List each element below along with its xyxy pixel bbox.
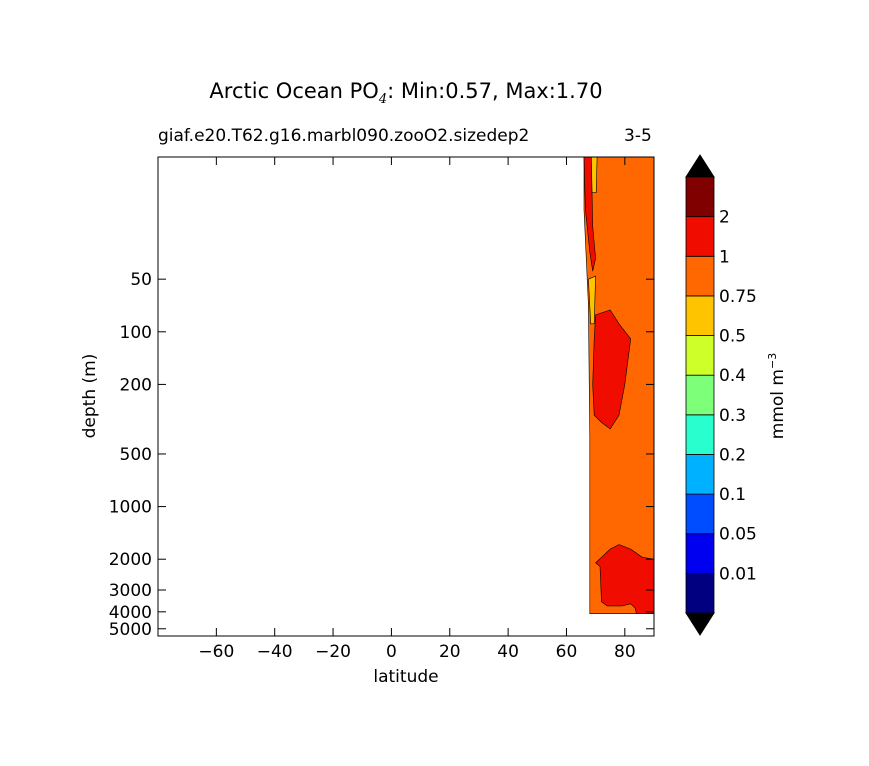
x-tick-label: −60	[198, 642, 234, 662]
colorbar-tick-label: 0.05	[719, 525, 757, 545]
title-prefix: Arctic Ocean PO	[209, 79, 379, 103]
x-tick-label: 60	[556, 642, 578, 662]
colorbar-tick-label: 1	[719, 247, 730, 267]
colorbar-tick-label: 0.4	[719, 366, 746, 386]
colorbar-tick-label: 0.75	[719, 287, 757, 307]
colorbar-label-text: mmol m	[768, 369, 788, 439]
subtitle-left: giaf.e20.T62.g16.marbl090.zooO2.sizedep2	[158, 126, 530, 146]
colorbar-tick-label: 0.3	[719, 406, 746, 426]
title-subscript: 4	[378, 92, 388, 108]
colorbar: 0.01 0.05 0.1 0.2 0.3 0.4 0.5 0.75 1 2	[685, 154, 757, 636]
colorbar-swatch	[685, 533, 715, 574]
x-axis-ticks: −60 −40 −20 0 20 40 60 80	[198, 157, 636, 662]
x-tick-label: 0	[386, 642, 397, 662]
subtitle-right: 3-5	[624, 126, 652, 146]
y-tick-label: 100	[120, 323, 152, 343]
y-tick-label: 200	[120, 375, 152, 395]
contour-region-red-1-2-deep	[595, 544, 654, 615]
colorbar-tick-label: 0.2	[719, 445, 746, 465]
colorbar-swatch	[685, 454, 715, 495]
y-tick-label: 5000	[109, 620, 152, 640]
y-tick-label: 3000	[109, 581, 152, 601]
colorbar-swatch	[685, 216, 715, 257]
colorbar-label: mmol m−3	[766, 353, 788, 439]
chart-title: Arctic Ocean PO4: Min:0.57, Max:1.70	[0, 79, 812, 107]
plot-frame	[157, 156, 655, 637]
x-axis-label: latitude	[373, 667, 438, 687]
x-tick-label: −40	[257, 642, 293, 662]
colorbar-swatch	[685, 493, 715, 535]
colorbar-swatch	[685, 414, 715, 455]
contour-region-red-1-2-upper-core	[592, 309, 632, 430]
y-tick-label: 50	[130, 270, 152, 290]
colorbar-tick-label: 0.5	[719, 327, 746, 347]
colorbar-extend-min	[685, 612, 715, 636]
contour-region-yellow-0.5-0.75-surface	[590, 157, 598, 193]
colorbar-label-superscript: −3	[766, 353, 779, 369]
x-tick-label: 40	[497, 642, 519, 662]
colorbar-swatch	[685, 572, 715, 614]
y-tick-label: 500	[120, 445, 152, 465]
title-suffix: : Min:0.57, Max:1.70	[387, 79, 603, 103]
y-tick-label: 1000	[109, 498, 152, 518]
y-axis-label: depth (m)	[80, 354, 100, 439]
contour-regions	[583, 157, 654, 615]
colorbar-swatch	[685, 335, 715, 376]
colorbar-tick-label: 0.1	[719, 485, 746, 505]
contour-region-yellow-0.5-0.75-near-50m	[588, 275, 596, 325]
colorbar-extend-max	[685, 154, 715, 178]
colorbar-tick-label: 2	[719, 208, 730, 228]
x-tick-label: 80	[614, 642, 636, 662]
colorbar-swatch	[685, 176, 715, 218]
colorbar-tick-label: 0.01	[719, 564, 757, 584]
colorbar-swatch	[685, 374, 715, 416]
y-tick-label: 4000	[109, 603, 152, 623]
colorbar-swatch	[685, 295, 715, 336]
colorbar-swatch	[685, 255, 715, 297]
y-tick-label: 2000	[109, 550, 152, 570]
x-tick-label: −20	[315, 642, 351, 662]
x-tick-label: 20	[439, 642, 461, 662]
